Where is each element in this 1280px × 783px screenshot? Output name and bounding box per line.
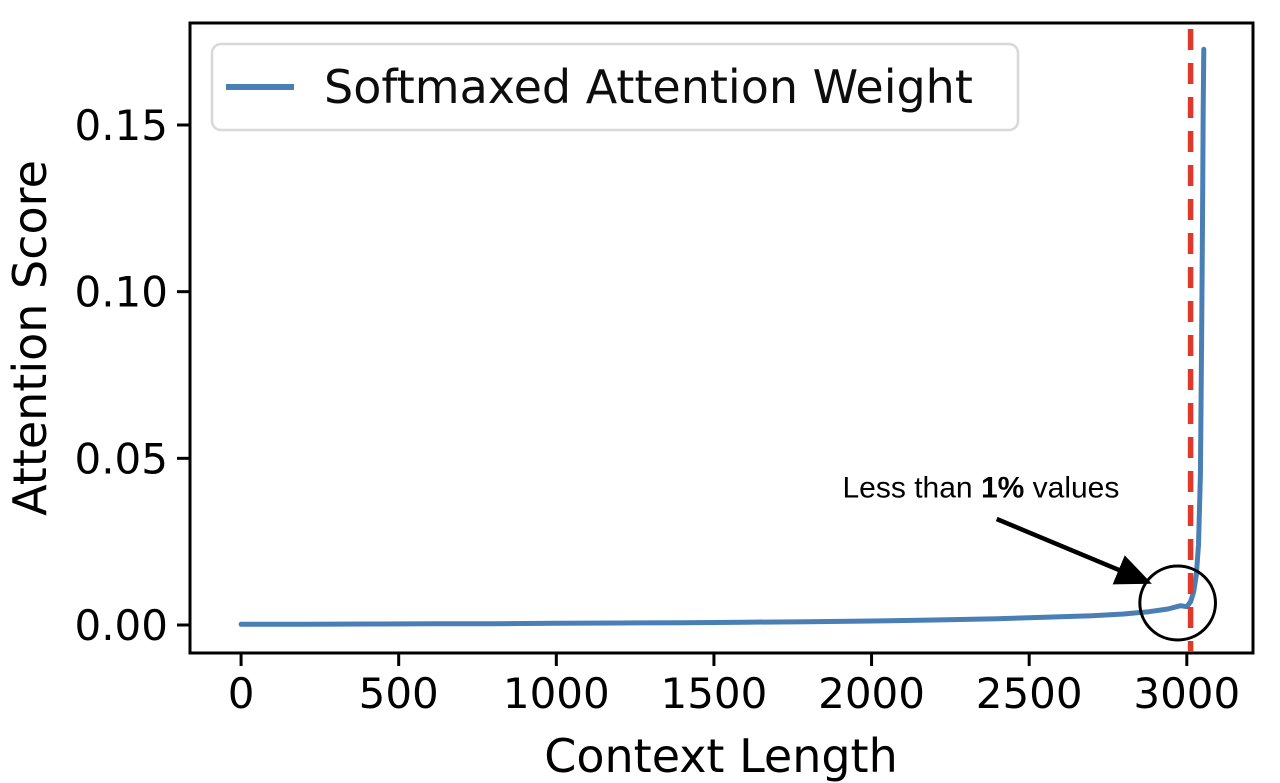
x-axis-ticks: 0 500 1000 1500 2000 2500 3000	[228, 653, 1240, 718]
x-axis-label: Context Length	[544, 729, 898, 783]
y-tick-label: 0.10	[74, 268, 168, 317]
data-series	[238, 46, 1207, 627]
annotation-text-suffix: values	[1024, 472, 1119, 505]
y-tick-label: 0.05	[74, 434, 168, 483]
y-axis-label: Attention Score	[3, 160, 57, 516]
legend-entry-label: Softmaxed Attention Weight	[324, 60, 973, 114]
annotation-group: Less than 1% values	[843, 472, 1217, 642]
annotation-text-bold: 1%	[981, 472, 1024, 505]
y-tick-label: 0.15	[74, 101, 168, 150]
annotation-arrow	[995, 516, 1152, 585]
x-tick-label: 1500	[660, 669, 767, 718]
x-tick-label: 3000	[1133, 669, 1240, 718]
x-tick-label: 2500	[976, 669, 1083, 718]
x-tick-label: 0	[228, 669, 255, 718]
x-tick-label: 1000	[503, 669, 610, 718]
y-axis-ticks: 0.00 0.05 0.10 0.15	[74, 101, 190, 650]
y-tick-label: 0.00	[74, 601, 168, 650]
x-tick-label: 2000	[818, 669, 925, 718]
x-tick-label: 500	[359, 669, 439, 718]
series-line	[238, 46, 1207, 627]
annotation-circle	[1138, 564, 1217, 642]
legend-box	[210, 42, 1020, 132]
annotation-text: Less than 1% values	[843, 472, 1120, 505]
legend: Softmaxed Attention Weight	[210, 42, 1020, 132]
annotation-text-prefix: Less than	[843, 472, 981, 505]
